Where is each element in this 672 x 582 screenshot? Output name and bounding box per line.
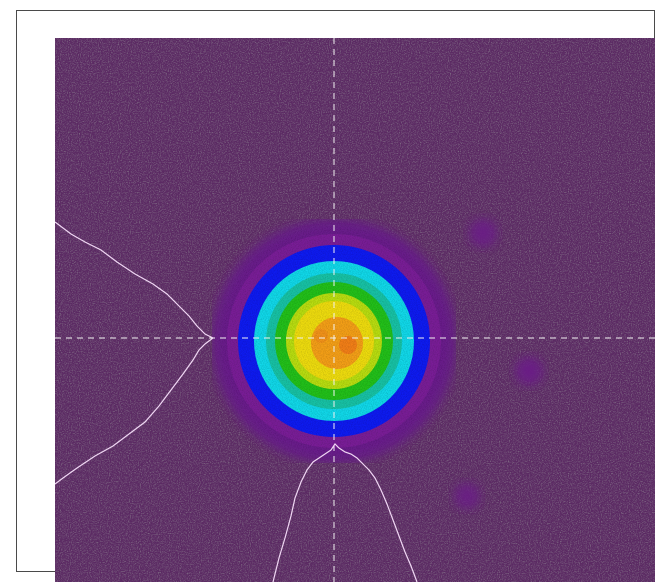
beam-core-hot	[339, 336, 357, 354]
beam-core-hot-2	[314, 329, 328, 343]
spot-2	[515, 357, 543, 385]
spot-3	[454, 483, 480, 509]
spot-1	[469, 219, 497, 247]
beam-profile-plot: 2402452402242081921761601441281129680644…	[55, 38, 655, 582]
vertical-profile-trace	[55, 221, 215, 485]
beam-profile-svg	[55, 38, 655, 582]
image-frame: 2402452402242081921761601441281129680644…	[16, 10, 655, 582]
horizontal-profile-trace	[272, 443, 418, 582]
